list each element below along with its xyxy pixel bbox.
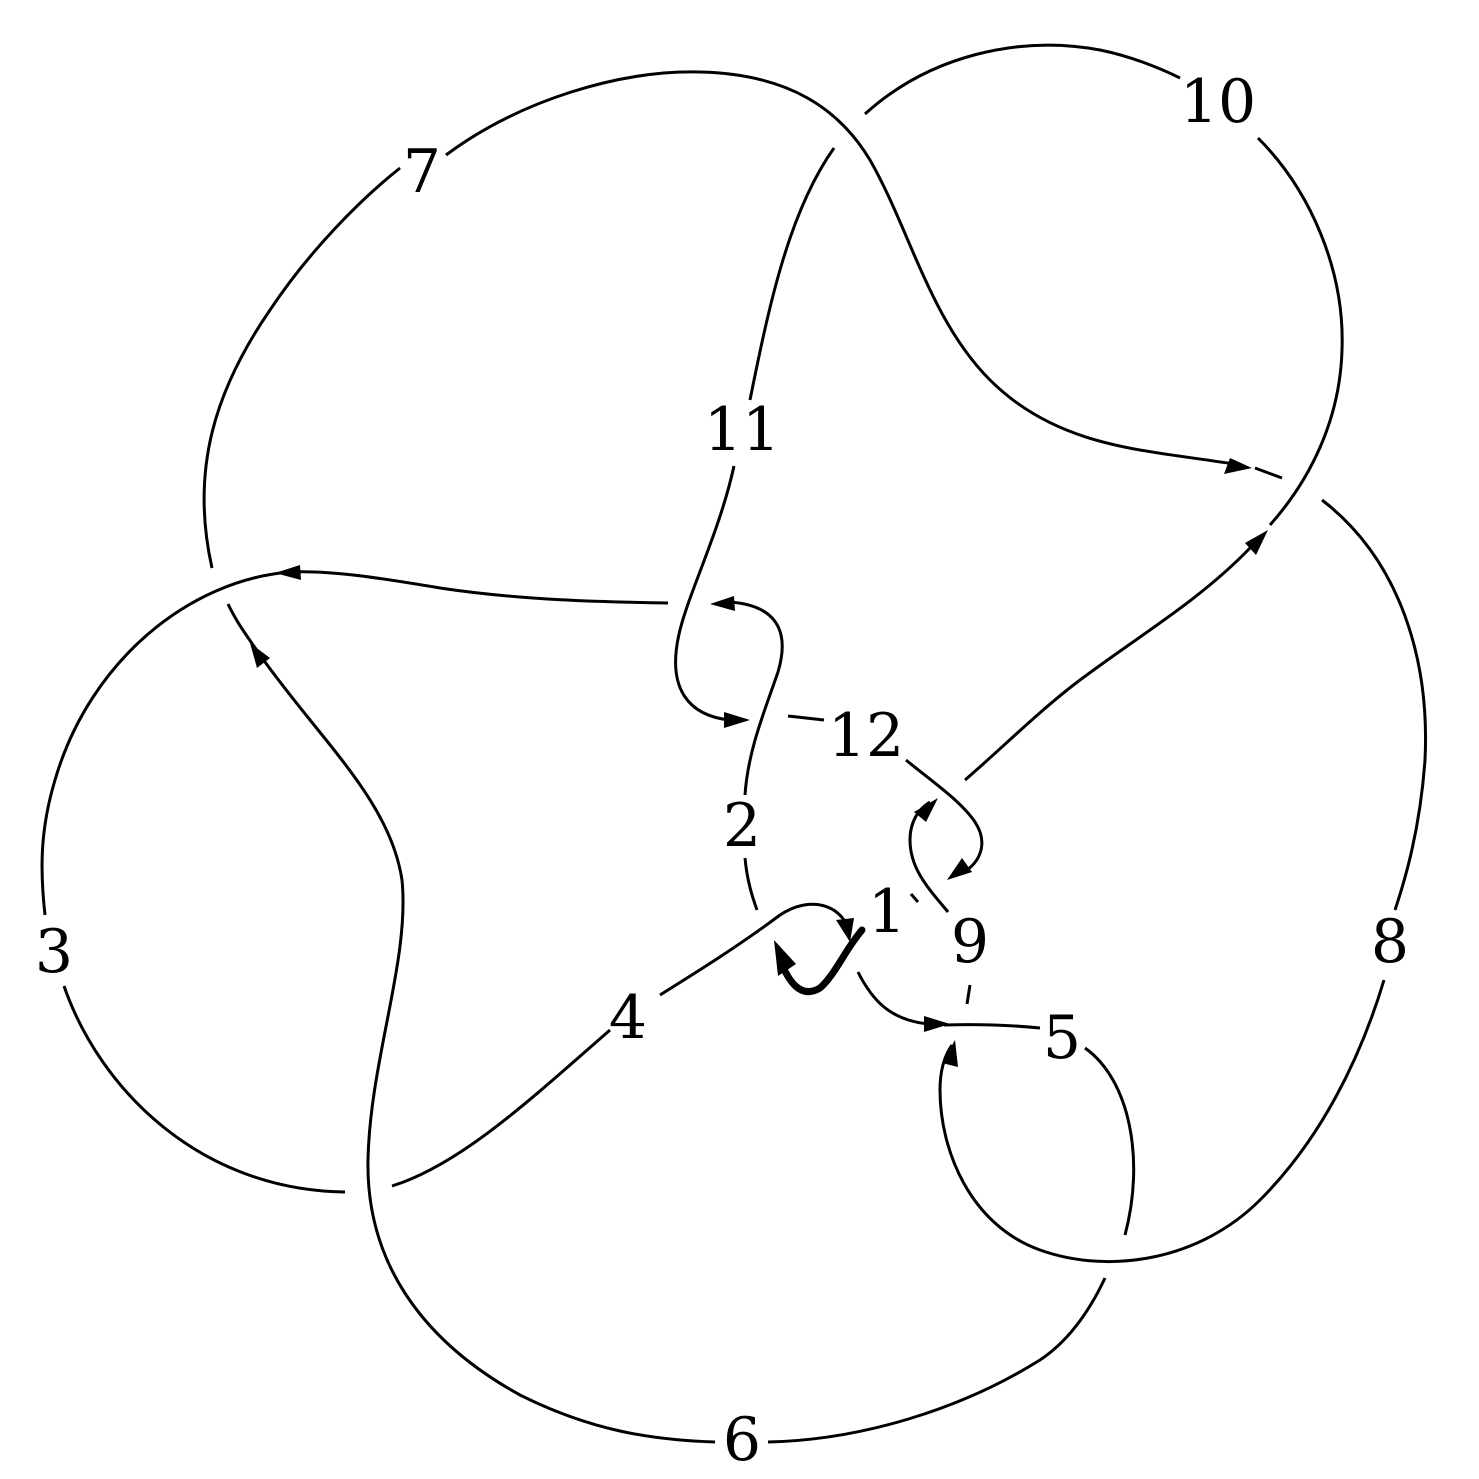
strand-11-bottom xyxy=(674,465,736,722)
strand-12-left-dash xyxy=(787,714,825,722)
strand-2-lower xyxy=(743,857,759,911)
label-10: 10 xyxy=(1180,67,1256,137)
strand-upper-tail xyxy=(1254,466,1283,480)
strand-8-top xyxy=(1321,498,1428,911)
arrowhead-1-to-5 xyxy=(924,1016,950,1032)
strand-12-down xyxy=(905,758,984,876)
arrowhead-8 xyxy=(942,1040,958,1067)
label-3: 3 xyxy=(35,917,73,987)
strand-4-lower xyxy=(391,1028,611,1188)
strand-10-top xyxy=(863,43,1181,116)
strand-7-top xyxy=(202,166,401,569)
label-5: 5 xyxy=(1043,1003,1081,1073)
strand-9-dash-a xyxy=(909,893,920,903)
label-8: 8 xyxy=(1371,907,1409,977)
strand-5-left xyxy=(943,1023,1041,1030)
arrowhead-12 xyxy=(947,858,972,880)
label-4: 4 xyxy=(609,983,647,1053)
arrowhead-right-upper xyxy=(1224,458,1252,474)
label-12: 12 xyxy=(828,701,904,771)
strand-6-right xyxy=(767,1277,1107,1444)
strand-5-right xyxy=(1084,1046,1136,1236)
strand-6 xyxy=(226,603,716,1444)
arrowhead-4 xyxy=(836,918,854,942)
strand-11-top xyxy=(748,147,836,401)
arrowhead-9 xyxy=(914,798,938,822)
strand-9-up xyxy=(964,546,1252,782)
strand-3-loop xyxy=(40,570,291,916)
strand-7-upper-arc xyxy=(445,70,1241,467)
strand-9-dash-b xyxy=(965,984,972,1005)
strand-8-bottom xyxy=(938,979,1386,1264)
arrowhead-2 xyxy=(710,596,735,611)
strand-to-3 xyxy=(289,570,669,605)
strand-3-lower xyxy=(62,985,346,1194)
label-1: 1 xyxy=(868,877,906,947)
strand-2-upper xyxy=(729,600,784,796)
strand-1-to-5 xyxy=(856,971,929,1026)
label-9: 9 xyxy=(951,907,989,977)
strand-4-upper xyxy=(659,902,850,997)
strand-10-right xyxy=(1256,136,1344,526)
strand-1-bold xyxy=(776,926,866,996)
label-11: 11 xyxy=(704,395,780,465)
arrowhead-1-bold xyxy=(774,940,796,976)
label-6: 6 xyxy=(723,1405,761,1475)
label-2: 2 xyxy=(723,791,761,861)
strand-9-loop xyxy=(908,800,950,913)
arrowhead-11 xyxy=(724,712,750,728)
label-7: 7 xyxy=(403,137,441,207)
arrowhead-6 xyxy=(250,643,270,668)
